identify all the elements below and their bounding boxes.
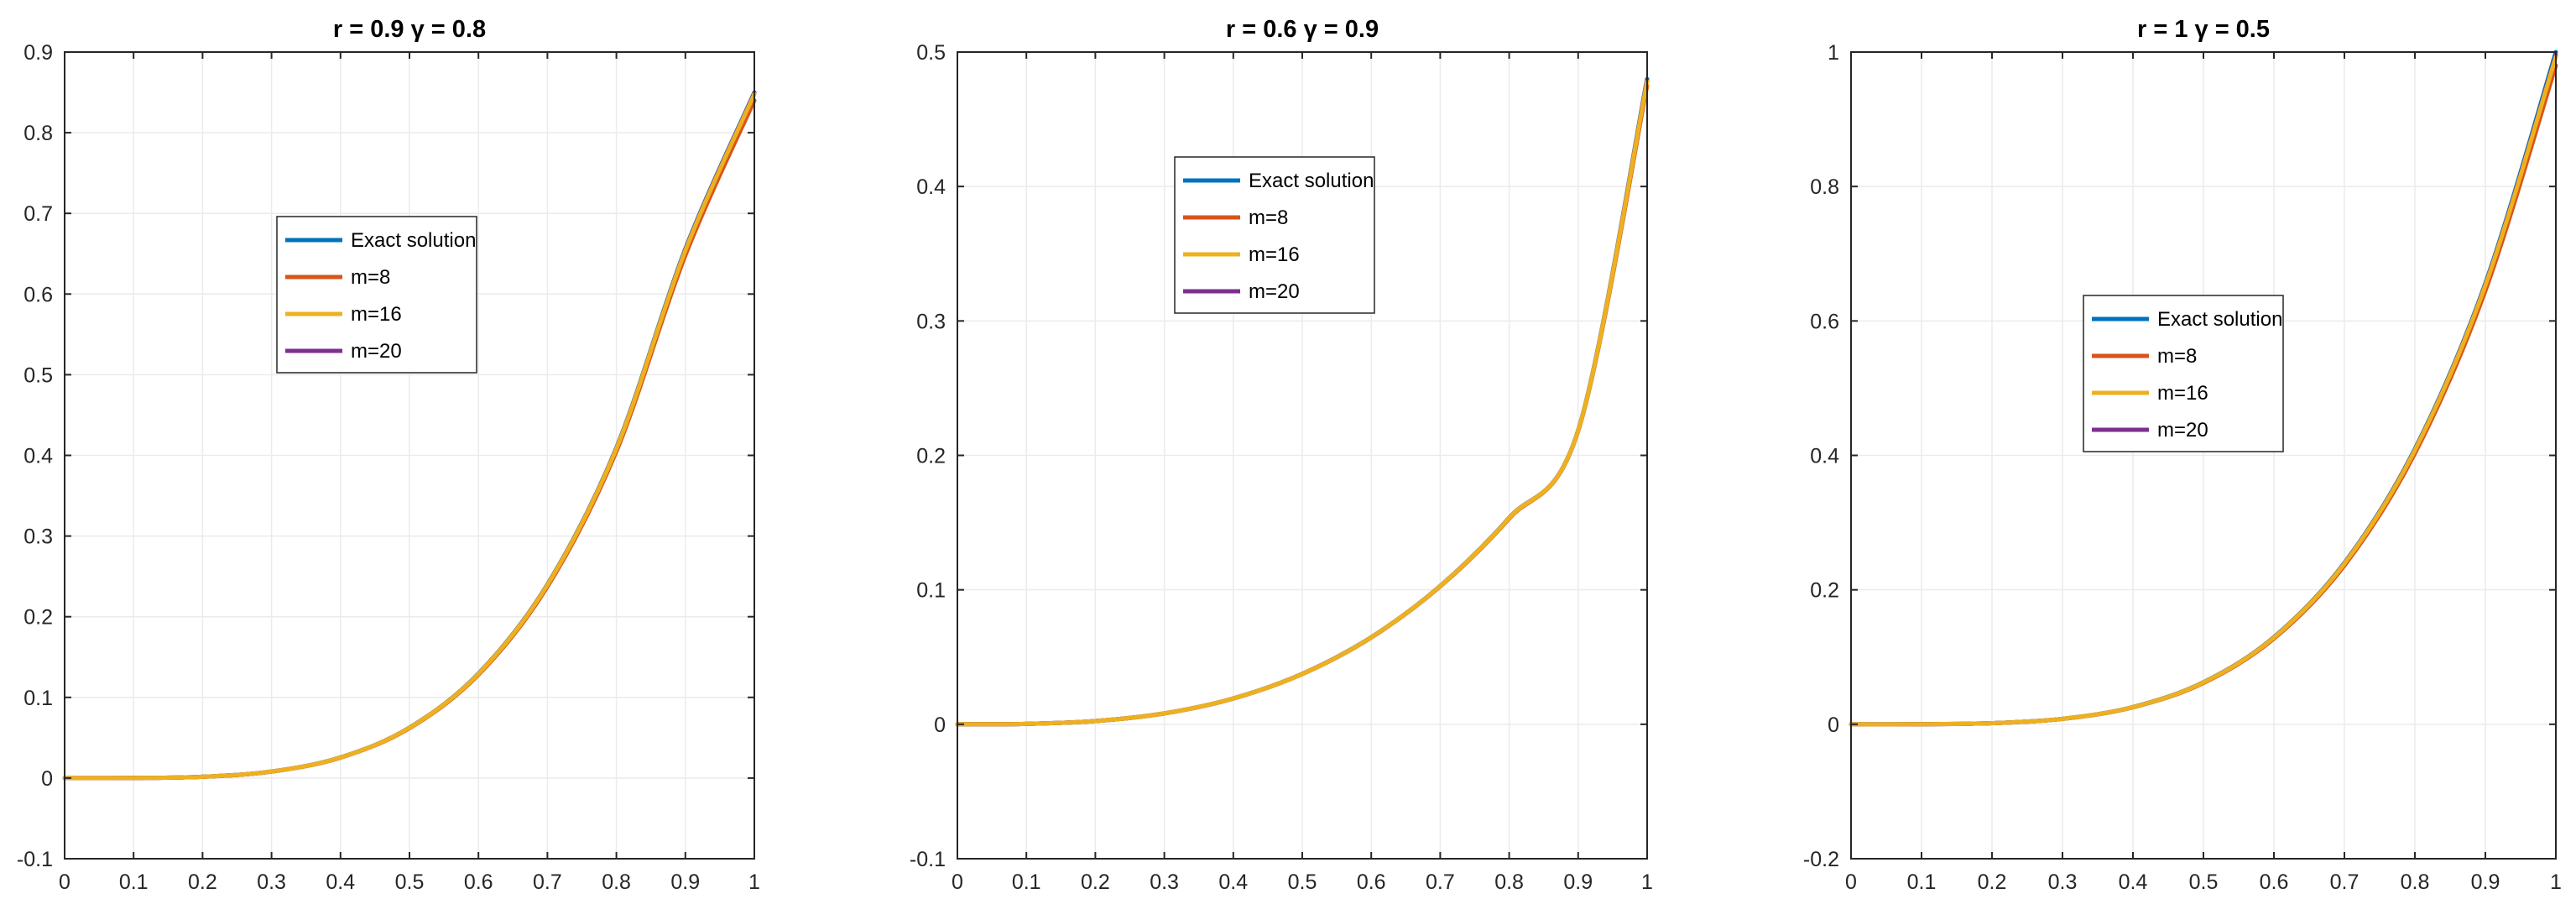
x-tick-label: 0.5	[395, 870, 425, 894]
x-tick-label: 0.7	[1426, 870, 1455, 894]
y-tick-label: 0.4	[23, 445, 53, 468]
x-tick-label: 0.3	[2048, 870, 2078, 894]
x-tick-label: 0.1	[1907, 870, 1937, 894]
y-tick-label: 1	[1828, 41, 1839, 65]
y-tick-label: 0.3	[916, 310, 946, 333]
y-tick-label: 0.2	[23, 606, 53, 630]
x-tick-label: 0.9	[2471, 870, 2500, 894]
legend-item-m-8[interactable]: m=8	[1183, 206, 1288, 229]
legend-label: m=20	[351, 340, 402, 363]
legend-label: m=16	[351, 303, 402, 326]
legend-label: m=20	[2157, 419, 2208, 442]
chart-title: r = 0.6 γ = 0.9	[1226, 16, 1379, 43]
x-tick-label: 0.2	[1978, 870, 2007, 894]
legend-label: m=8	[2157, 345, 2197, 368]
y-tick-label: 0.9	[23, 41, 53, 65]
legend[interactable]: Exact solution m=8 m=16 m=20	[1174, 156, 1375, 314]
series-line-m-16	[955, 79, 1650, 727]
series-line-m-16	[1849, 55, 2558, 727]
x-tick-label: 0.2	[1081, 870, 1110, 894]
y-tick-label: 0.3	[23, 525, 53, 549]
x-tick-label: 0.7	[2330, 870, 2360, 894]
legend-item-m-16[interactable]: m=16	[2092, 382, 2208, 405]
x-tick-label: 0.5	[1288, 870, 1317, 894]
y-tick-label: -0.1	[17, 848, 53, 871]
y-tick-label: 0.1	[23, 687, 53, 710]
y-tick-label: 0.8	[1810, 175, 1839, 199]
x-tick-label: 0.3	[1150, 870, 1179, 894]
x-tick-label: 0.8	[1494, 870, 1524, 894]
y-tick-label: 0	[41, 767, 53, 791]
y-tick-label: 0	[1828, 714, 1839, 737]
x-tick-label: 0.1	[119, 870, 149, 894]
legend-item-m-20[interactable]: m=20	[2092, 419, 2208, 442]
y-tick-label: 0.7	[23, 202, 53, 226]
chart-title: r = 0.9 γ = 0.8	[333, 16, 486, 43]
legend-item-exact-solution[interactable]: Exact solution	[1183, 170, 1374, 192]
legend-item-m-16[interactable]: m=16	[1183, 243, 1300, 266]
legend-label: Exact solution	[351, 229, 476, 252]
chart-panel-3: 0 0.1 0.2 0.3 0.4 0.5 0.6 0.7 0.8 0.9 1 -0.2 0 0.2 0.4…	[1803, 16, 2562, 894]
x-tick-label: 0.2	[188, 870, 217, 894]
y-tick-label: 0.6	[23, 283, 53, 306]
x-tick-label: 0.6	[464, 870, 493, 894]
legend-label: m=8	[351, 266, 390, 289]
y-tick-label: -0.1	[910, 848, 946, 871]
legend-item-m-20[interactable]: m=20	[1183, 280, 1300, 303]
x-tick-label: 0	[59, 870, 70, 894]
y-tick-label: 0.5	[916, 41, 946, 65]
chart-panel-1: 0 0.1 0.2 0.3 0.4 0.5 0.6 0.7 0.8 0.9 1 -0.1 0 0.1 0.2…	[17, 16, 760, 894]
x-tick-label: 0.4	[326, 870, 355, 894]
x-tick-label: 0.5	[2189, 870, 2219, 894]
x-tick-label: 0	[1845, 870, 1857, 894]
legend-label: m=16	[1249, 243, 1300, 266]
x-tick-label: 0.9	[670, 870, 700, 894]
series-line-m-16	[62, 91, 757, 781]
legend-item-m-8[interactable]: m=8	[2092, 345, 2197, 368]
legend-item-m-20[interactable]: m=20	[285, 340, 402, 363]
x-tick-label: 0.4	[1218, 870, 1248, 894]
y-tick-label: 0.6	[1810, 310, 1839, 333]
x-tick-label: 0.8	[2401, 870, 2430, 894]
legend-box	[276, 216, 477, 374]
y-tick-label: 0.4	[1810, 445, 1839, 468]
legend[interactable]: Exact solution m=8 m=16 m=20	[276, 216, 477, 374]
x-tick-label: 0.8	[602, 870, 631, 894]
x-tick-label: 0.3	[257, 870, 286, 894]
legend-box	[2083, 295, 2284, 452]
x-tick-label: 0.6	[2260, 870, 2289, 894]
x-tick-label: 0.4	[2119, 870, 2148, 894]
x-tick-label: 1	[1641, 870, 1653, 894]
legend[interactable]: Exact solution m=8 m=16 m=20	[2083, 295, 2284, 452]
legend-label: m=8	[1249, 206, 1288, 229]
legend-label: m=20	[1249, 280, 1300, 303]
y-tick-label: 0.1	[916, 579, 946, 603]
y-tick-label: 0.8	[23, 122, 53, 145]
y-tick-label: -0.2	[1803, 848, 1839, 871]
y-tick-label: 0	[934, 714, 946, 737]
x-tick-label: 0.6	[1357, 870, 1386, 894]
x-tick-label: 0	[952, 870, 963, 894]
y-tick-label: 0.2	[1810, 579, 1839, 603]
y-tick-label: 0.4	[916, 175, 946, 199]
legend-label: Exact solution	[2157, 308, 2282, 331]
legend-label: Exact solution	[1249, 170, 1374, 192]
legend-box	[1174, 156, 1375, 314]
x-tick-label: 0.1	[1012, 870, 1041, 894]
legend-item-exact-solution[interactable]: Exact solution	[285, 229, 476, 252]
legend-item-m-8[interactable]: m=8	[285, 266, 390, 289]
chart-panel-2: 0 0.1 0.2 0.3 0.4 0.5 0.6 0.7 0.8 0.9 1 -0.1 0 0.1 0.2…	[910, 16, 1653, 894]
x-tick-label: 1	[748, 870, 760, 894]
x-tick-label: 0.9	[1563, 870, 1593, 894]
x-tick-label: 1	[2550, 870, 2562, 894]
legend-item-m-16[interactable]: m=16	[285, 303, 402, 326]
y-tick-label: 0.5	[23, 363, 53, 387]
y-tick-label: 0.2	[916, 445, 946, 468]
chart-title: r = 1 γ = 0.5	[2137, 16, 2270, 43]
legend-label: m=16	[2157, 382, 2208, 405]
legend-item-exact-solution[interactable]: Exact solution	[2092, 308, 2282, 331]
x-tick-label: 0.7	[533, 870, 562, 894]
